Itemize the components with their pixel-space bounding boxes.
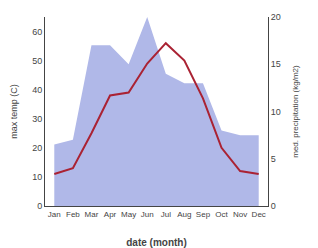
svg-text:10: 10 (271, 107, 281, 117)
svg-text:15: 15 (271, 59, 281, 69)
svg-text:Sep: Sep (196, 210, 211, 219)
svg-text:Jun: Jun (141, 210, 154, 219)
svg-text:Nov: Nov (233, 210, 247, 219)
svg-text:Dec: Dec (252, 210, 266, 219)
svg-text:Oct: Oct (215, 210, 228, 219)
svg-text:Feb: Feb (66, 210, 80, 219)
svg-text:max temp (C): max temp (C) (9, 84, 19, 139)
svg-text:May: May (121, 210, 136, 219)
svg-text:30: 30 (32, 114, 42, 124)
svg-text:Apr: Apr (104, 210, 117, 219)
svg-text:med. precipitation (kg/m2): med. precipitation (kg/m2) (291, 65, 300, 158)
svg-text:Jan: Jan (48, 210, 61, 219)
svg-text:date (month): date (month) (126, 237, 187, 248)
svg-text:40: 40 (32, 85, 42, 95)
svg-text:0: 0 (37, 201, 42, 211)
svg-text:20: 20 (32, 143, 42, 153)
svg-text:20: 20 (271, 12, 281, 22)
svg-text:50: 50 (32, 56, 42, 66)
svg-text:60: 60 (32, 27, 42, 37)
svg-text:Jul: Jul (161, 210, 171, 219)
svg-text:Aug: Aug (177, 210, 191, 219)
svg-text:0: 0 (271, 201, 276, 211)
svg-text:5: 5 (271, 154, 276, 164)
svg-text:10: 10 (32, 172, 42, 182)
svg-text:Mar: Mar (85, 210, 99, 219)
